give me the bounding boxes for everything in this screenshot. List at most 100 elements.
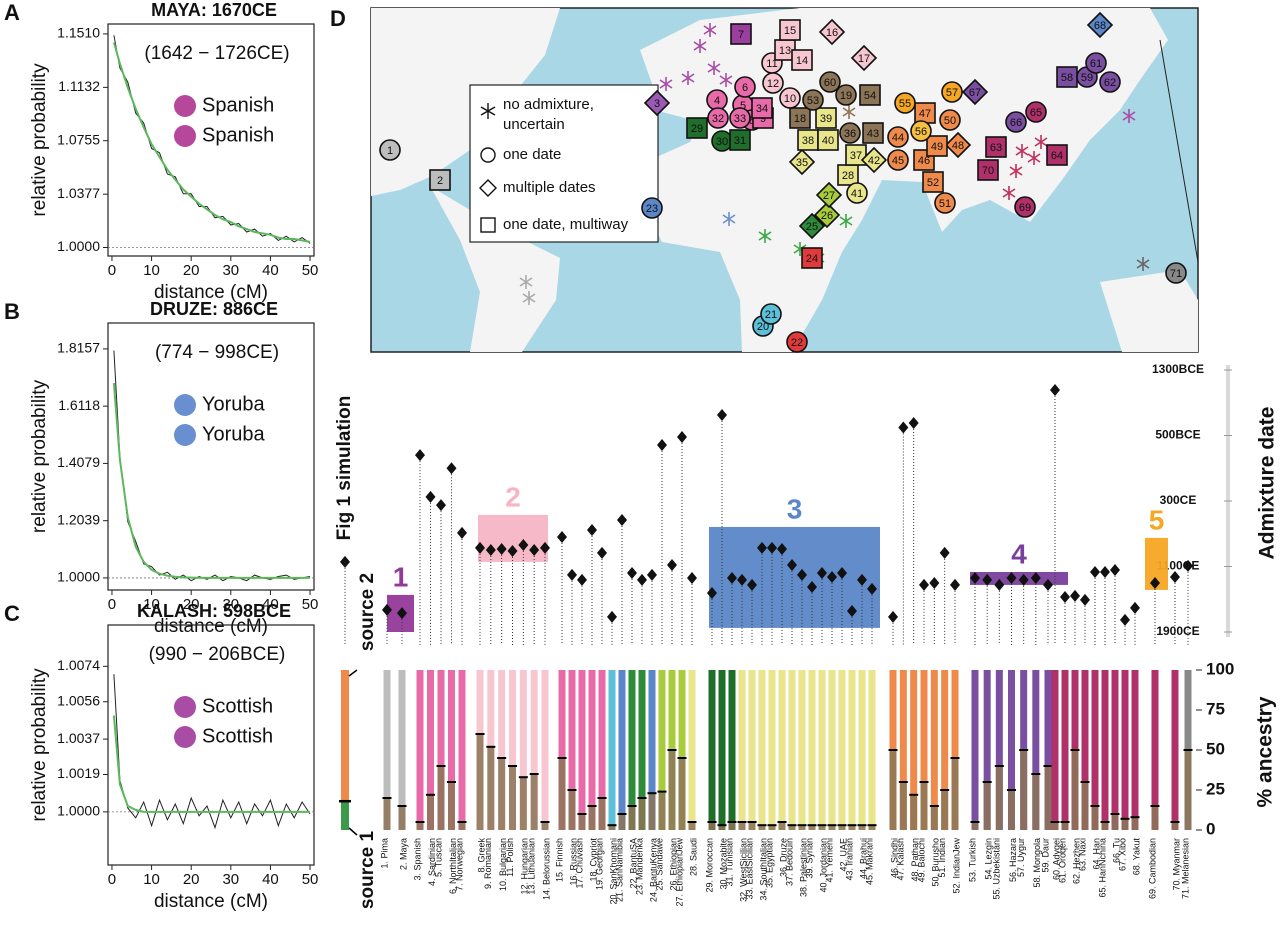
map-marker-label: 53	[807, 95, 819, 107]
population-label: 19. Georgian	[594, 838, 604, 890]
ancestry-bar	[658, 670, 666, 830]
map-marker	[379, 139, 401, 161]
population-label: 13. Lithuanian	[527, 838, 537, 895]
population-label: 49. Balochi	[916, 838, 926, 883]
y-tick-label: 1.8157	[57, 340, 100, 356]
population-label: 47. Kalash	[896, 838, 906, 881]
date-point	[787, 558, 797, 571]
date-point	[1100, 565, 1110, 578]
ancestry-source1	[951, 758, 959, 830]
population-label: 18. Cypriot	[588, 838, 598, 882]
map-asterisk	[719, 73, 733, 87]
date-point	[707, 586, 717, 599]
x-tick-label: 20	[183, 871, 200, 888]
source-pointer	[348, 669, 358, 677]
map-marker-label: 51	[939, 198, 951, 210]
date-point	[1120, 613, 1130, 626]
date-point	[777, 542, 787, 555]
map-divider	[1159, 39, 1199, 263]
date-point	[446, 462, 457, 475]
date-axis-label: Admixture date	[1256, 407, 1279, 560]
population-label: 64. Han	[1091, 838, 1101, 870]
y-tick-label: 1.0056	[57, 692, 100, 708]
ancestry-bar	[910, 670, 918, 830]
map-legend-label: multiple dates	[503, 179, 596, 196]
date-point	[982, 573, 993, 586]
ancestry-source1	[1184, 750, 1192, 830]
legend-dot	[174, 424, 196, 446]
ancestry-bar	[1091, 670, 1099, 830]
population-label: 5. Tuscan	[433, 838, 443, 877]
date-point	[1050, 383, 1060, 396]
legend-label: Spanish	[202, 124, 274, 146]
date-point	[557, 531, 567, 544]
y-axis-label: relative probability	[29, 63, 50, 217]
ancestry-bar	[941, 670, 949, 830]
population-label: 61. Oroqen	[1057, 838, 1067, 883]
map-marker	[850, 44, 878, 72]
ancestry-source1	[1151, 806, 1159, 830]
date-point	[1110, 563, 1120, 576]
ancestry-bar	[588, 670, 596, 830]
map-marker	[934, 192, 956, 214]
date-point	[567, 568, 577, 581]
cluster-box	[1145, 537, 1168, 590]
population-label: 31. Tunisian	[724, 838, 734, 887]
ancestry-bar	[798, 670, 806, 830]
map-marker	[1005, 111, 1027, 133]
population-label: 24. BantuKenya	[648, 838, 658, 902]
ancestry-source1	[519, 777, 527, 830]
ancestry-source1	[437, 766, 445, 830]
population-label: 62. Hezhen	[1071, 838, 1081, 884]
date-point	[767, 541, 777, 554]
ancestry-source1	[1091, 806, 1099, 830]
map-marker-label: 24	[806, 253, 818, 265]
ancestry-source1	[941, 790, 949, 830]
ancestry-source1	[1101, 822, 1109, 830]
map-marker	[729, 107, 751, 129]
ancestry-bar	[758, 670, 766, 830]
map-marker	[835, 84, 857, 106]
date-point	[727, 571, 737, 584]
population-label: 37. Bedouin	[784, 838, 794, 886]
map-marker	[734, 76, 756, 98]
ancestry-source1	[1061, 822, 1069, 830]
map-marker-label: 52	[927, 177, 939, 189]
population-label: 30. Mozabite	[718, 838, 728, 890]
population-label: 40. Jordanian	[818, 838, 828, 893]
date-point	[929, 576, 940, 589]
map-asterisk	[693, 39, 707, 53]
date-point	[457, 526, 467, 539]
date-point	[382, 603, 392, 616]
map-marker	[817, 129, 839, 151]
map-marker-label: 50	[944, 115, 956, 127]
map-marker	[815, 181, 843, 209]
date-point	[847, 604, 857, 617]
y-tick-label: 1.6118	[58, 397, 100, 413]
date-point	[496, 542, 507, 555]
date-point	[1170, 570, 1180, 583]
ancestry-bar	[519, 670, 527, 830]
map-marker-label: 64	[1051, 150, 1063, 162]
map-marker-label: 16	[826, 27, 838, 39]
ancestry-source1	[798, 825, 806, 830]
x-axis-label: distance (cM)	[154, 616, 268, 637]
date-point	[797, 568, 807, 581]
population-label: 21. SanNamibia	[614, 838, 624, 902]
ancestry-bar	[1032, 670, 1040, 830]
population-label: 38. Palestinian	[798, 838, 808, 897]
map-marker-label: 47	[919, 108, 931, 120]
map-marker	[859, 84, 881, 106]
ancestry-bar	[838, 670, 846, 830]
ancestry-bar	[899, 670, 907, 830]
map-marker	[786, 331, 808, 353]
x-tick-label: 0	[108, 596, 116, 613]
plot-frame	[107, 23, 315, 257]
ancestry-source1	[910, 794, 918, 830]
simulation-source1	[341, 801, 349, 830]
ancestry-bar	[1051, 670, 1059, 830]
date-point	[994, 578, 1005, 591]
date-point	[485, 543, 496, 556]
map-marker-label: 60	[824, 77, 836, 89]
ancestry-bar	[1081, 670, 1089, 830]
